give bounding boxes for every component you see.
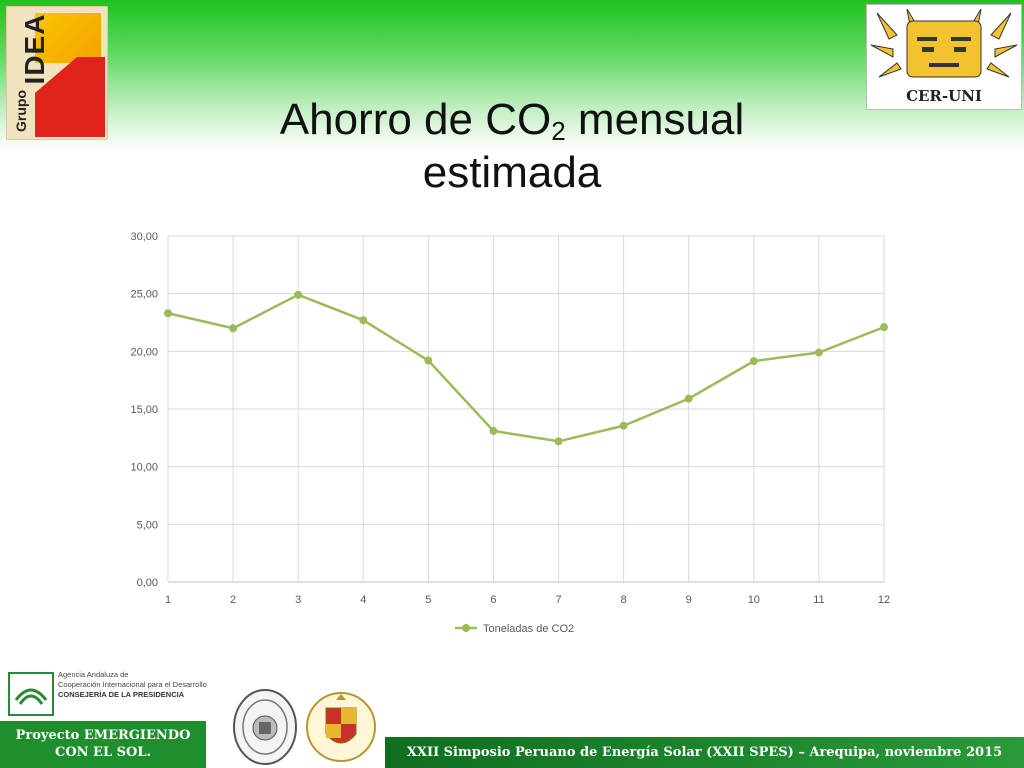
data-point [684, 394, 693, 403]
agency-line-2: Cooperación Internacional para el Desarr… [58, 680, 207, 689]
x-tick-label: 12 [878, 594, 890, 606]
legend-marker [462, 624, 470, 632]
legend-label: Toneladas de CO2 [483, 623, 574, 635]
project-line-1: Proyecto EMERGIENDO [15, 728, 191, 743]
title-subscript: 2 [551, 116, 566, 146]
agency-text: Agencia Andaluza de Cooperación Internac… [58, 670, 208, 700]
x-tick-label: 5 [425, 594, 431, 606]
university-crest-icon [306, 692, 376, 762]
x-tick-label: 11 [813, 594, 824, 606]
y-tick-label: 20,00 [130, 346, 158, 358]
data-point [164, 309, 172, 318]
data-point [229, 324, 238, 333]
sun-mask-icon [870, 8, 1018, 78]
junta-andalucia-logo [8, 672, 54, 716]
y-tick-label: 5,00 [137, 519, 158, 531]
series-line [167, 293, 885, 443]
agency-line-1: Agencia Andaluza de [58, 670, 129, 679]
data-point [294, 290, 303, 299]
data-point [880, 323, 888, 332]
title-line-2: estimada [422, 147, 602, 197]
x-tick-label: 4 [360, 594, 366, 606]
cer-uni-text: CER-UNI [906, 87, 982, 105]
x-tick-label: 9 [686, 594, 692, 606]
data-point [814, 348, 823, 357]
project-line-2: CON EL SOL. [54, 745, 152, 760]
agency-line-3: CONSEJERÍA DE LA PRESIDENCIA [58, 690, 185, 699]
grupo-idea-logo: Grupo IDEA [6, 6, 108, 140]
data-point [489, 426, 498, 435]
data-point [424, 356, 433, 365]
x-tick-label: 3 [295, 594, 301, 606]
university-seal-icon [233, 689, 297, 765]
x-tick-label: 7 [555, 594, 561, 606]
data-point [749, 357, 758, 366]
y-tick-label: 25,00 [130, 289, 158, 301]
logo-yellow-block [35, 13, 101, 63]
data-point [359, 316, 368, 325]
y-tick-label: 15,00 [130, 404, 158, 416]
header-band [0, 0, 1024, 150]
event-banner: XXII Simposio Peruano de Energía Solar (… [385, 737, 1024, 768]
y-tick-label: 0,00 [137, 577, 158, 589]
project-banner: Proyecto EMERGIENDO CON EL SOL. [0, 721, 206, 768]
y-tick-label: 10,00 [130, 462, 158, 474]
x-tick-label: 2 [230, 594, 236, 606]
title-part-rest: mensual [565, 95, 745, 144]
x-tick-label: 8 [621, 594, 627, 606]
data-point [619, 421, 628, 430]
x-tick-label: 1 [165, 594, 171, 606]
title-part-main: Ahorro de CO [279, 95, 552, 144]
x-tick-label: 6 [490, 594, 496, 606]
y-tick-label: 30,00 [130, 231, 158, 243]
x-tick-label: 10 [748, 594, 760, 606]
footer-left-logos: Agencia Andaluza de Cooperación Internac… [0, 660, 384, 768]
cer-uni-logo: CER-UNI [866, 4, 1022, 110]
logo-idea-text: IDEA [19, 13, 50, 85]
data-point [554, 437, 563, 446]
slide-title: Ahorro de CO2 mensual estimada [0, 94, 1024, 200]
